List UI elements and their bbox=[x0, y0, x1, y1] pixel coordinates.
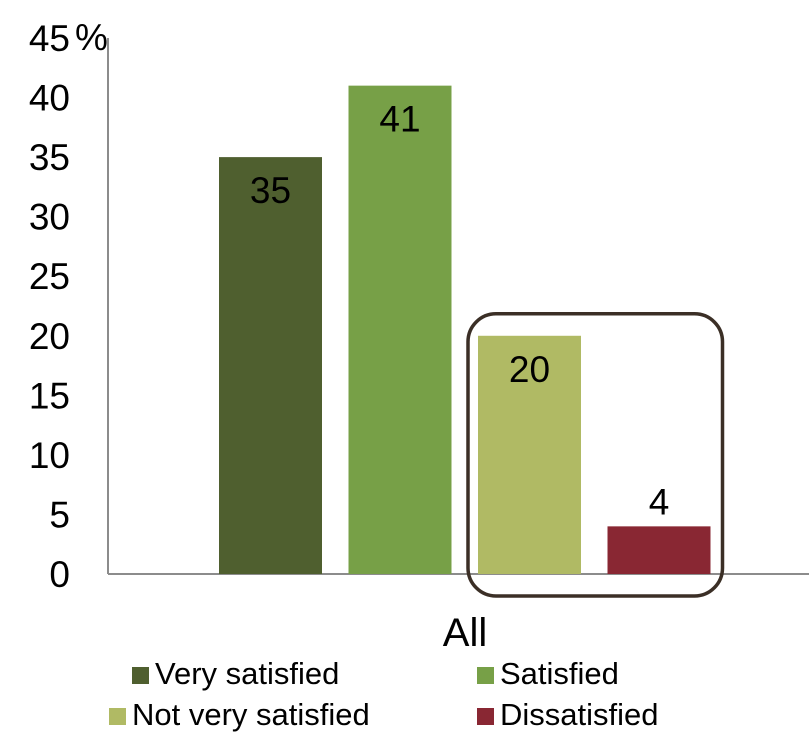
data-label: 35 bbox=[250, 170, 291, 211]
bar bbox=[219, 157, 322, 574]
y-tick-label: 15 bbox=[29, 375, 70, 416]
legend-swatch bbox=[477, 708, 494, 725]
legend-label: Not very satisfied bbox=[132, 697, 370, 732]
y-tick-label: 10 bbox=[29, 435, 70, 476]
data-label: 41 bbox=[379, 99, 420, 140]
x-category-label: All bbox=[443, 611, 487, 655]
y-tick-label: 5 bbox=[49, 494, 70, 535]
bars-group bbox=[219, 85, 711, 575]
legend-label: Satisfied bbox=[500, 656, 619, 691]
highlight-box bbox=[466, 312, 725, 598]
y-tick-label: 30 bbox=[29, 197, 70, 238]
y-tick-label: 40 bbox=[29, 78, 70, 119]
data-label: 20 bbox=[509, 349, 550, 390]
y-tick-label: 25 bbox=[29, 256, 70, 297]
bar bbox=[478, 335, 581, 574]
legend-label: Dissatisfied bbox=[500, 697, 659, 732]
y-tick-label: 0 bbox=[49, 554, 70, 595]
y-tick-label: 45 bbox=[29, 18, 70, 59]
legend: Very satisfied Satisfied Not very satisfie… bbox=[109, 656, 659, 732]
y-tick-label: 20 bbox=[29, 316, 70, 357]
y-tick-label: 35 bbox=[29, 137, 70, 178]
legend-swatch bbox=[132, 667, 149, 684]
y-axis-ticks: 0 5 10 15 20 25 30 35 40 45 bbox=[29, 18, 70, 595]
legend-swatch bbox=[109, 708, 126, 725]
y-axis-unit: % bbox=[75, 17, 108, 58]
legend-label: Very satisfied bbox=[155, 656, 339, 691]
bar bbox=[348, 85, 452, 575]
data-labels-group: 35 41 20 4 bbox=[250, 99, 669, 523]
data-label: 4 bbox=[649, 481, 670, 522]
bar bbox=[607, 526, 711, 574]
legend-swatch bbox=[477, 667, 494, 684]
